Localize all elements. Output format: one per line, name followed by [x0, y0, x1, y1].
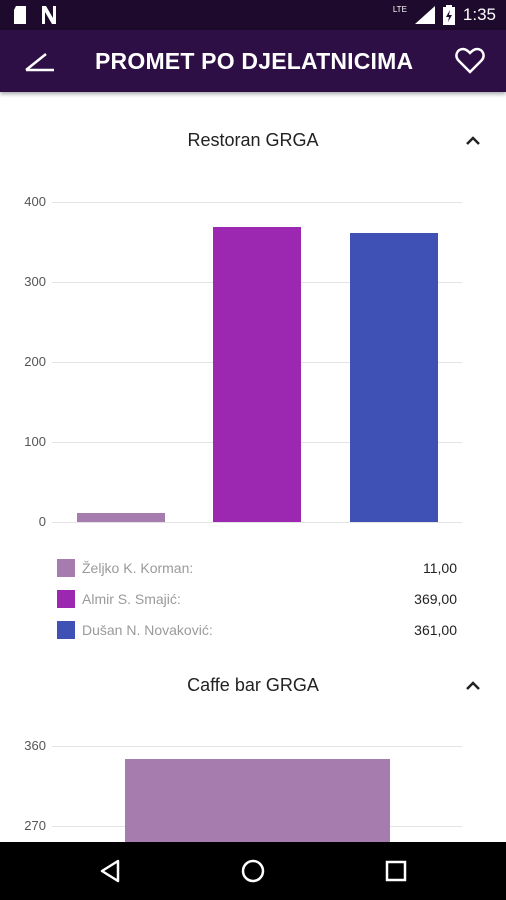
section-title-restoran[interactable]: Restoran GRGA — [187, 130, 319, 150]
back-icon[interactable] — [20, 46, 60, 76]
bar[interactable] — [350, 233, 438, 522]
y-tick-label: 0 — [38, 514, 46, 529]
y-tick-label: 100 — [24, 434, 46, 449]
bar[interactable] — [77, 513, 165, 522]
section-title-caffe-bar[interactable]: Caffe bar GRGA — [187, 675, 319, 695]
y-tick-label: 400 — [24, 194, 46, 209]
nav-bar — [0, 842, 506, 900]
app-bar: PROMET PO DJELATNICIMA — [0, 30, 506, 92]
recents-square-icon[interactable] — [381, 856, 411, 886]
legend-swatch — [57, 621, 75, 639]
gridline — [52, 746, 462, 747]
legend-value: 361,00 — [414, 622, 457, 638]
gridline — [52, 202, 462, 203]
chevron-up-icon[interactable] — [462, 677, 484, 695]
legend-row: Željko K. Korman: 11,00 — [57, 558, 457, 580]
home-circle-icon[interactable] — [238, 856, 268, 886]
chevron-up-icon[interactable] — [462, 132, 484, 150]
y-tick-label: 200 — [24, 354, 46, 369]
n-notification-icon — [42, 6, 56, 24]
y-tick-label: 270 — [24, 818, 46, 833]
legend-row: Dušan N. Novaković: 361,00 — [57, 620, 457, 642]
y-tick-label: 300 — [24, 274, 46, 289]
legend-name: Željko K. Korman: — [82, 560, 194, 576]
legend-value: 11,00 — [423, 560, 457, 576]
legend-name: Dušan N. Novaković: — [82, 622, 213, 638]
back-triangle-icon[interactable] — [96, 856, 126, 886]
legend-value: 369,00 — [414, 591, 457, 607]
status-time: 1:35 — [462, 5, 496, 24]
bar[interactable] — [213, 226, 301, 522]
status-bar: LTE 1:35 — [0, 0, 506, 30]
bar[interactable] — [125, 759, 390, 842]
heart-icon[interactable] — [454, 44, 486, 76]
battery-icon — [442, 5, 455, 25]
legend-row: Almir S. Smajić: 369,00 — [57, 589, 457, 611]
page-title: PROMET PO DJELATNICIMA — [95, 48, 414, 74]
gridline — [52, 522, 462, 523]
lte-signal-icon — [414, 6, 435, 24]
legend-swatch — [57, 590, 75, 608]
legend-name: Almir S. Smajić: — [82, 591, 181, 607]
legend-swatch — [57, 559, 75, 577]
sd-card-icon — [14, 6, 26, 24]
network-type: LTE — [392, 4, 407, 14]
y-tick-label: 360 — [24, 738, 46, 753]
